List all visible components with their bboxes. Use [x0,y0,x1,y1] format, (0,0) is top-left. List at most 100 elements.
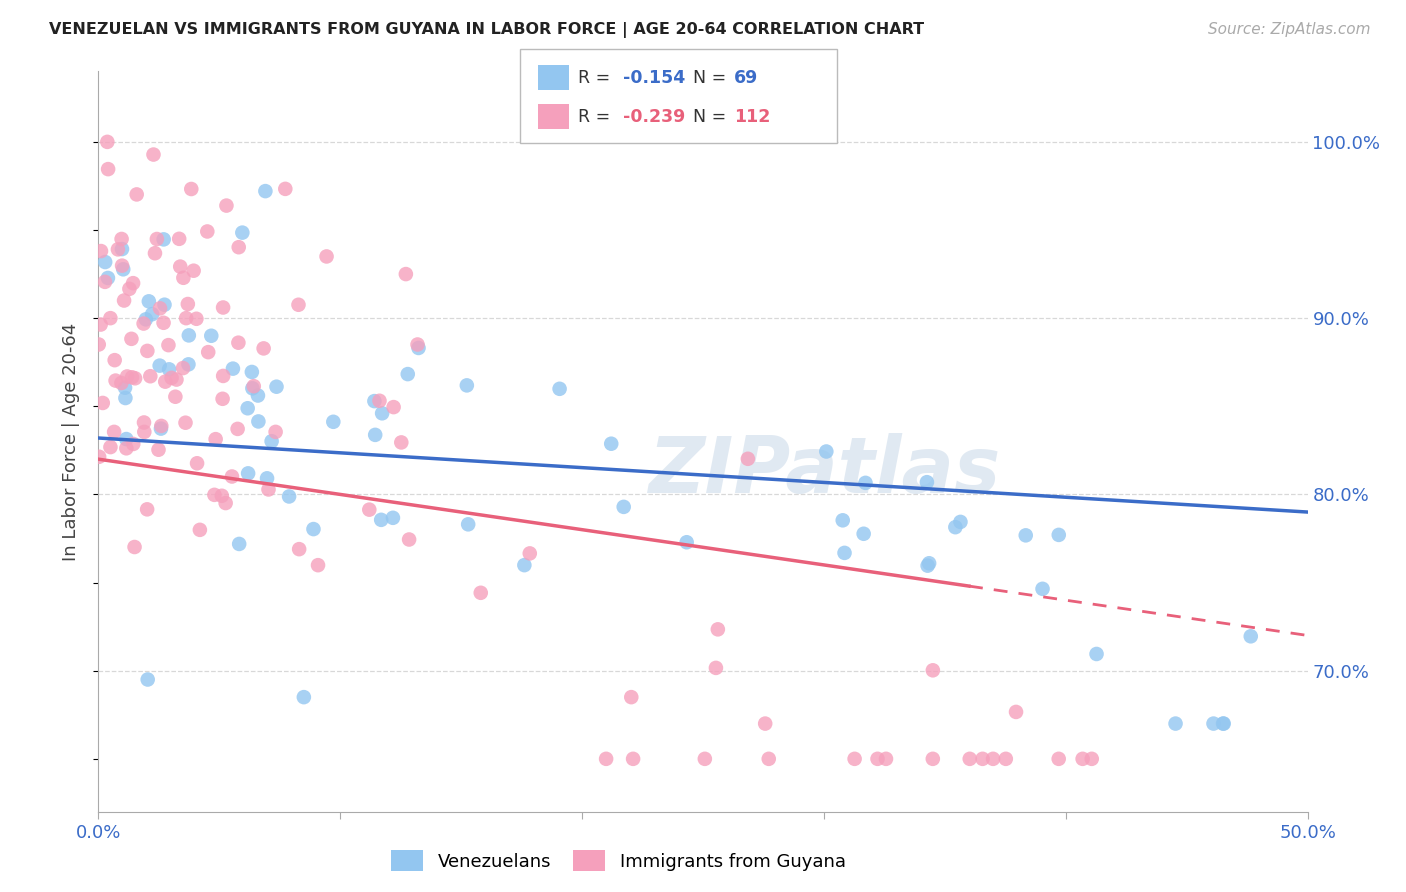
Point [389,435,412,450]
Point [124,540,146,554]
Point [875,752,897,766]
Point [242,379,264,393]
Point [370,513,392,527]
Point [110,232,132,246]
Point [1071,752,1094,766]
Point [620,690,643,705]
Point [1202,716,1225,731]
Point [180,182,202,196]
Point [149,301,172,316]
Point [1164,716,1187,731]
Point [177,297,200,311]
Point [132,416,155,430]
Point [100,440,122,454]
Point [202,488,225,502]
Point [165,390,187,404]
Point [981,752,1004,766]
Point [90,244,112,258]
Text: 112: 112 [734,108,770,126]
Point [246,388,269,402]
Point [97,271,120,285]
Point [160,371,183,385]
Point [236,467,259,481]
Point [174,311,197,326]
Point [247,414,270,428]
Point [834,546,856,560]
Point [211,489,233,503]
Point [157,338,180,352]
Point [395,267,418,281]
Point [600,436,623,450]
Point [204,432,226,446]
Point [288,542,311,557]
Point [519,546,541,560]
Point [256,471,278,485]
Text: N =: N = [693,69,733,87]
Point [148,442,170,457]
Point [456,378,478,392]
Point [115,432,138,446]
Point [195,225,218,239]
Point [287,298,309,312]
Point [240,365,263,379]
Point [212,368,235,383]
Point [215,198,238,212]
Point [264,425,287,439]
Text: N =: N = [693,108,733,126]
Point [149,359,172,373]
Point [236,401,259,416]
Point [470,586,492,600]
Point [1085,647,1108,661]
Point [368,393,391,408]
Point [315,249,337,263]
Point [97,162,120,177]
Point [132,317,155,331]
Point [972,752,994,766]
Point [302,522,325,536]
Point [228,240,250,254]
Point [457,517,479,532]
Point [548,382,571,396]
Point [166,373,188,387]
Point [152,316,174,330]
Point [1031,582,1053,596]
Point [172,270,194,285]
Point [149,421,172,435]
Point [918,556,941,570]
Legend: Venezuelans, Immigrants from Guyana: Venezuelans, Immigrants from Guyana [385,845,851,877]
Point [737,451,759,466]
Point [124,371,146,385]
Point [200,328,222,343]
Point [104,374,127,388]
Point [183,263,205,277]
Text: R =: R = [578,69,616,87]
Point [959,752,981,766]
Point [855,475,877,490]
Point [228,335,250,350]
Point [363,394,385,409]
Text: 69: 69 [734,69,758,87]
Point [87,337,110,351]
Point [212,301,235,315]
Text: R =: R = [578,108,616,126]
Point [214,496,236,510]
Point [1015,528,1038,542]
Point [169,260,191,274]
Point [96,135,118,149]
Point [359,502,381,516]
Point [138,294,160,309]
Point [174,416,197,430]
Point [114,381,136,395]
Point [107,243,129,257]
Point [122,276,145,290]
Point [112,293,135,308]
Point [228,537,250,551]
Point [398,533,420,547]
Point [118,282,141,296]
Point [177,357,200,371]
Point [100,311,122,326]
Point [406,337,429,351]
Point [257,483,280,497]
Point [513,558,536,573]
Point [852,526,875,541]
